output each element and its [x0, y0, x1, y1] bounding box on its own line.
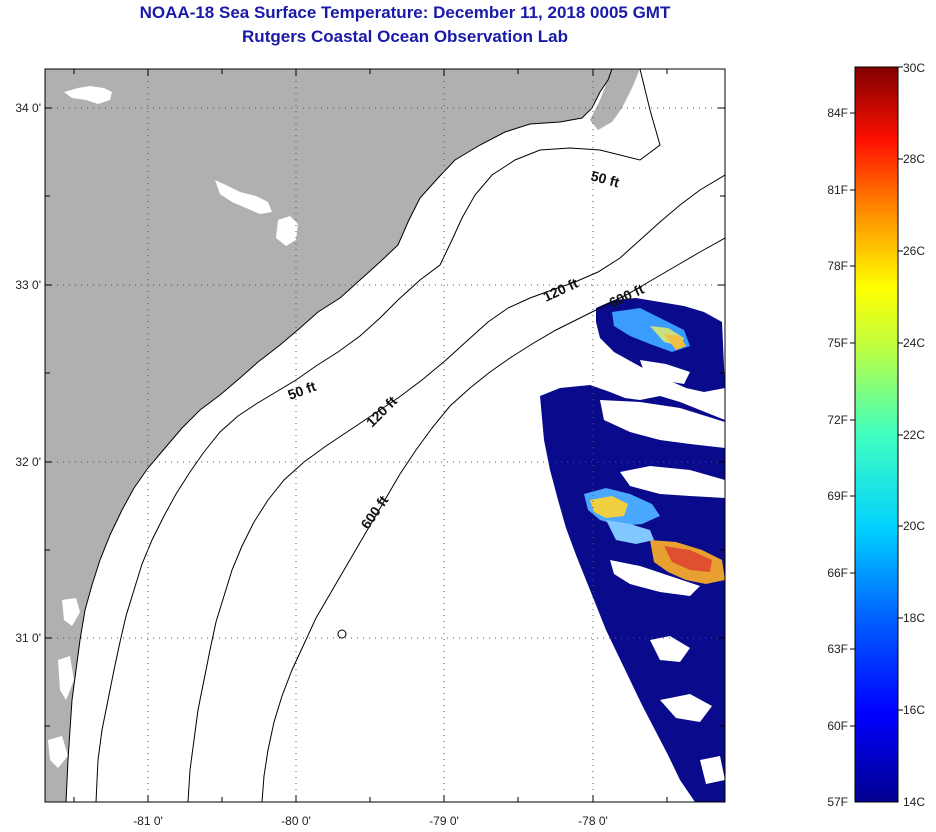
colorbar-f-label: 78F [827, 259, 848, 273]
lon-label-80: -80 0' [281, 814, 311, 828]
lon-label-78: -78 0' [578, 814, 608, 828]
cloud-cover [700, 756, 725, 784]
colorbar-c-label: 28C [903, 152, 925, 166]
colorbar-f-label: 66F [827, 566, 848, 580]
seamount-contour [337, 629, 347, 639]
grid [45, 69, 725, 802]
colorbar-f-label: 63F [827, 642, 848, 656]
land-mass [45, 69, 612, 802]
sst-warm-patch [664, 546, 712, 572]
colorbar-f-label: 60F [827, 719, 848, 733]
colorbar-f-label: 69F [827, 489, 848, 503]
lon-label-81: -81 0' [133, 814, 163, 828]
colorbar-c-label: 20C [903, 519, 925, 533]
sst-warm-patch [664, 334, 686, 350]
colorbar-c-label: 14C [903, 795, 925, 809]
sst-warm-patch [590, 496, 628, 518]
lon-label-79: -79 0' [429, 814, 459, 828]
contour-50ft [95, 69, 661, 802]
colorbar [854, 66, 899, 803]
cloud-cover [650, 636, 690, 662]
cloud-cover [600, 400, 725, 448]
cloud-cover [640, 360, 690, 384]
contour-120ft [187, 174, 725, 802]
colorbar-c-label: 30C [903, 61, 925, 75]
axis-ticks [45, 69, 725, 802]
cloud-patch [48, 736, 68, 768]
contour-600ft [261, 237, 725, 802]
cloud-patch [215, 180, 272, 214]
lat-label-32: 32 0' [15, 455, 41, 469]
colorbar-c-label: 22C [903, 428, 925, 442]
colorbar-f-label: 84F [827, 106, 848, 120]
map-subtitle: Rutgers Coastal Ocean Observation Lab [242, 27, 568, 46]
colorbar-f-label: 81F [827, 183, 848, 197]
colorbar-c-label: 18C [903, 611, 925, 625]
cloud-cover [620, 466, 725, 498]
coastline [65, 69, 613, 802]
lat-label-33: 33 0' [15, 278, 41, 292]
cloud-cover [610, 560, 700, 596]
colorbar-ticks [850, 66, 903, 727]
cloud-patch [276, 216, 298, 246]
cloud-cover [660, 694, 712, 722]
land-mass [590, 69, 640, 130]
colorbar-c-label: 26C [903, 244, 925, 258]
contour-label-50ft: 50 ft [589, 167, 621, 190]
colorbar-f-label: 75F [827, 336, 848, 350]
lat-label-31: 31 0' [15, 631, 41, 645]
colorbar-f-label: 72F [827, 413, 848, 427]
map-title: NOAA-18 Sea Surface Temperature: Decembe… [139, 3, 671, 22]
plot-frame [44, 68, 726, 803]
cloud-patch [58, 656, 74, 700]
sst-warm-patch [606, 520, 654, 544]
cloud-patch [64, 86, 112, 104]
colorbar-f-label: 57F [827, 795, 848, 809]
colorbar-c-label: 16C [903, 703, 925, 717]
colorbar-c-label: 24C [903, 336, 925, 350]
lat-label-34: 34 0' [15, 101, 41, 115]
cloud-patch [62, 598, 80, 626]
